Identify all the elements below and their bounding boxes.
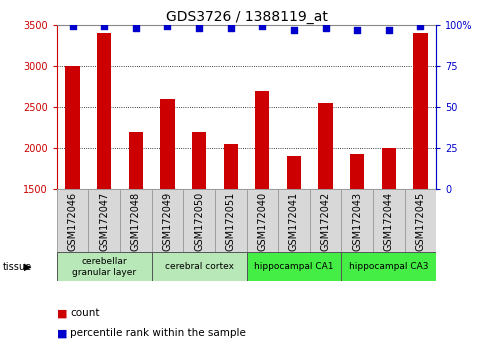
Text: GSM172043: GSM172043	[352, 192, 362, 251]
Text: GSM172045: GSM172045	[416, 192, 425, 251]
Text: GSM172044: GSM172044	[384, 192, 394, 251]
Point	[258, 24, 266, 29]
Point	[321, 25, 329, 31]
Point	[290, 27, 298, 33]
Bar	[382, 148, 396, 189]
Point	[164, 24, 172, 29]
Bar	[97, 33, 111, 189]
Text: GSM172047: GSM172047	[99, 192, 109, 251]
FancyBboxPatch shape	[120, 189, 152, 253]
Bar	[413, 33, 427, 189]
FancyBboxPatch shape	[246, 189, 278, 253]
Point	[132, 25, 140, 31]
FancyBboxPatch shape	[152, 189, 183, 253]
Text: cerebral cortex: cerebral cortex	[165, 262, 234, 272]
Text: percentile rank within the sample: percentile rank within the sample	[70, 329, 246, 338]
Bar	[129, 132, 143, 189]
Text: tissue: tissue	[2, 262, 32, 272]
Bar	[287, 156, 301, 189]
Text: ■: ■	[57, 308, 67, 318]
Point	[385, 27, 393, 33]
Point	[353, 27, 361, 33]
FancyBboxPatch shape	[341, 189, 373, 253]
Text: ▶: ▶	[24, 262, 31, 272]
Text: GSM172040: GSM172040	[257, 192, 267, 251]
Bar	[223, 144, 238, 189]
Text: cerebellar
granular layer: cerebellar granular layer	[72, 257, 136, 276]
Bar	[255, 91, 270, 189]
Text: GSM172049: GSM172049	[162, 192, 173, 251]
FancyBboxPatch shape	[278, 189, 310, 253]
FancyBboxPatch shape	[183, 189, 215, 253]
FancyBboxPatch shape	[88, 189, 120, 253]
FancyBboxPatch shape	[57, 189, 88, 253]
Text: ■: ■	[57, 329, 67, 338]
Bar	[66, 66, 80, 189]
Text: GSM172050: GSM172050	[194, 192, 204, 251]
Point	[69, 24, 76, 29]
Bar	[318, 103, 333, 189]
FancyBboxPatch shape	[152, 252, 246, 281]
FancyBboxPatch shape	[246, 252, 341, 281]
Text: hippocampal CA1: hippocampal CA1	[254, 262, 334, 272]
Point	[227, 25, 235, 31]
Point	[417, 24, 424, 29]
Bar	[192, 132, 206, 189]
Bar	[350, 154, 364, 189]
Point	[100, 24, 108, 29]
FancyBboxPatch shape	[373, 189, 405, 253]
Bar	[160, 99, 175, 189]
Text: GSM172051: GSM172051	[226, 192, 236, 251]
Text: GSM172048: GSM172048	[131, 192, 141, 251]
Text: GSM172042: GSM172042	[320, 192, 331, 251]
Point	[195, 25, 203, 31]
FancyBboxPatch shape	[215, 189, 246, 253]
Text: GSM172046: GSM172046	[68, 192, 77, 251]
Text: hippocampal CA3: hippocampal CA3	[349, 262, 428, 272]
FancyBboxPatch shape	[405, 189, 436, 253]
FancyBboxPatch shape	[341, 252, 436, 281]
Title: GDS3726 / 1388119_at: GDS3726 / 1388119_at	[166, 10, 327, 24]
FancyBboxPatch shape	[57, 252, 152, 281]
Text: count: count	[70, 308, 100, 318]
Text: GSM172041: GSM172041	[289, 192, 299, 251]
FancyBboxPatch shape	[310, 189, 341, 253]
